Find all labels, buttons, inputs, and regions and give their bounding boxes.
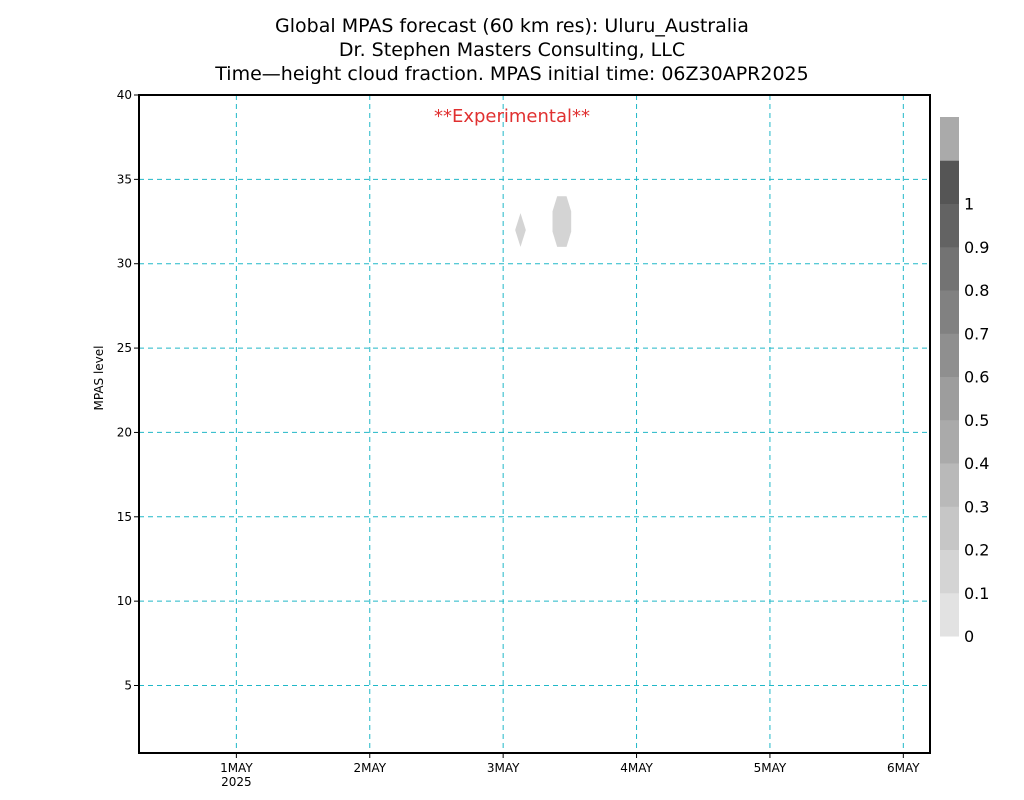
x-tick-label-3MAY: 3MAY [487, 761, 520, 775]
colorbar-label-10: 1 [964, 195, 974, 214]
chart-titles: Global MPAS forecast (60 km res): Uluru_… [214, 15, 808, 85]
colorbar-box-4 [940, 419, 959, 464]
x-tick-label-4MAY: 4MAY [620, 761, 653, 775]
cloud-patch-2 [552, 196, 572, 247]
colorbar-box-9 [940, 203, 959, 248]
colorbar-label-6: 0.6 [964, 368, 989, 387]
y-tick-label-15: 15 [117, 510, 132, 524]
y-tick-label-30: 30 [117, 257, 132, 271]
colorbar-label-0: 0 [964, 627, 974, 646]
y-tick-label-35: 35 [117, 172, 132, 186]
colorbar-box-6 [940, 333, 959, 377]
x-tick-label-6MAY: 6MAY [887, 761, 920, 775]
colorbar-label-8: 0.8 [964, 281, 989, 300]
grid-lines [139, 95, 930, 753]
colorbar-label-7: 0.7 [964, 324, 989, 343]
cloud-patch-1 [515, 213, 526, 247]
chart-title-line-2: Dr. Stephen Masters Consulting, LLC [339, 39, 685, 61]
x-tick-label-5MAY: 5MAY [754, 761, 787, 775]
colorbar-label-2: 0.2 [964, 541, 989, 560]
x-tick-label-1MAY: 1MAY [220, 761, 253, 775]
y-tick-label-25: 25 [117, 341, 132, 355]
experimental-annotation: **Experimental** [434, 106, 590, 127]
plot-frame [138, 94, 931, 754]
colorbar-label-4: 0.4 [964, 454, 989, 473]
colorbar-label-1: 0.1 [964, 584, 989, 603]
colorbar-label-3: 0.3 [964, 497, 989, 516]
y-tick-label-10: 10 [117, 594, 132, 608]
y-axis-label: MPAS level [92, 346, 106, 411]
x-tick-sublabel-2025: 2025 [221, 775, 252, 789]
colorbar-box-8 [940, 246, 959, 291]
colorbar-box-1 [940, 549, 959, 594]
cloud-fraction-marks [515, 196, 572, 247]
x-tick-label-2MAY: 2MAY [353, 761, 386, 775]
y-axis: 5 10 15 20 25 30 35 40 [117, 88, 139, 693]
colorbar-box-5 [940, 376, 959, 421]
colorbar-box-10 [940, 160, 959, 204]
colorbar-box-0 [940, 592, 959, 637]
chart-title-line-3: Time—height cloud fraction. MPAS initial… [214, 63, 808, 85]
colorbar-box-3 [940, 463, 959, 507]
chart-title-line-1: Global MPAS forecast (60 km res): Uluru_… [275, 15, 749, 37]
colorbar-legend: 0 0.1 0.2 0.3 0.4 0.5 0.6 0.7 0.8 0.9 1 [940, 117, 989, 646]
colorbar-label-5: 0.5 [964, 411, 989, 430]
colorbar-label-9: 0.9 [964, 238, 989, 257]
colorbar-box-7 [940, 290, 959, 334]
colorbar-box-11 [940, 117, 959, 161]
y-tick-label-40: 40 [117, 88, 132, 102]
colorbar-box-2 [940, 506, 959, 550]
y-tick-label-5: 5 [124, 679, 132, 693]
y-tick-label-20: 20 [117, 425, 132, 439]
